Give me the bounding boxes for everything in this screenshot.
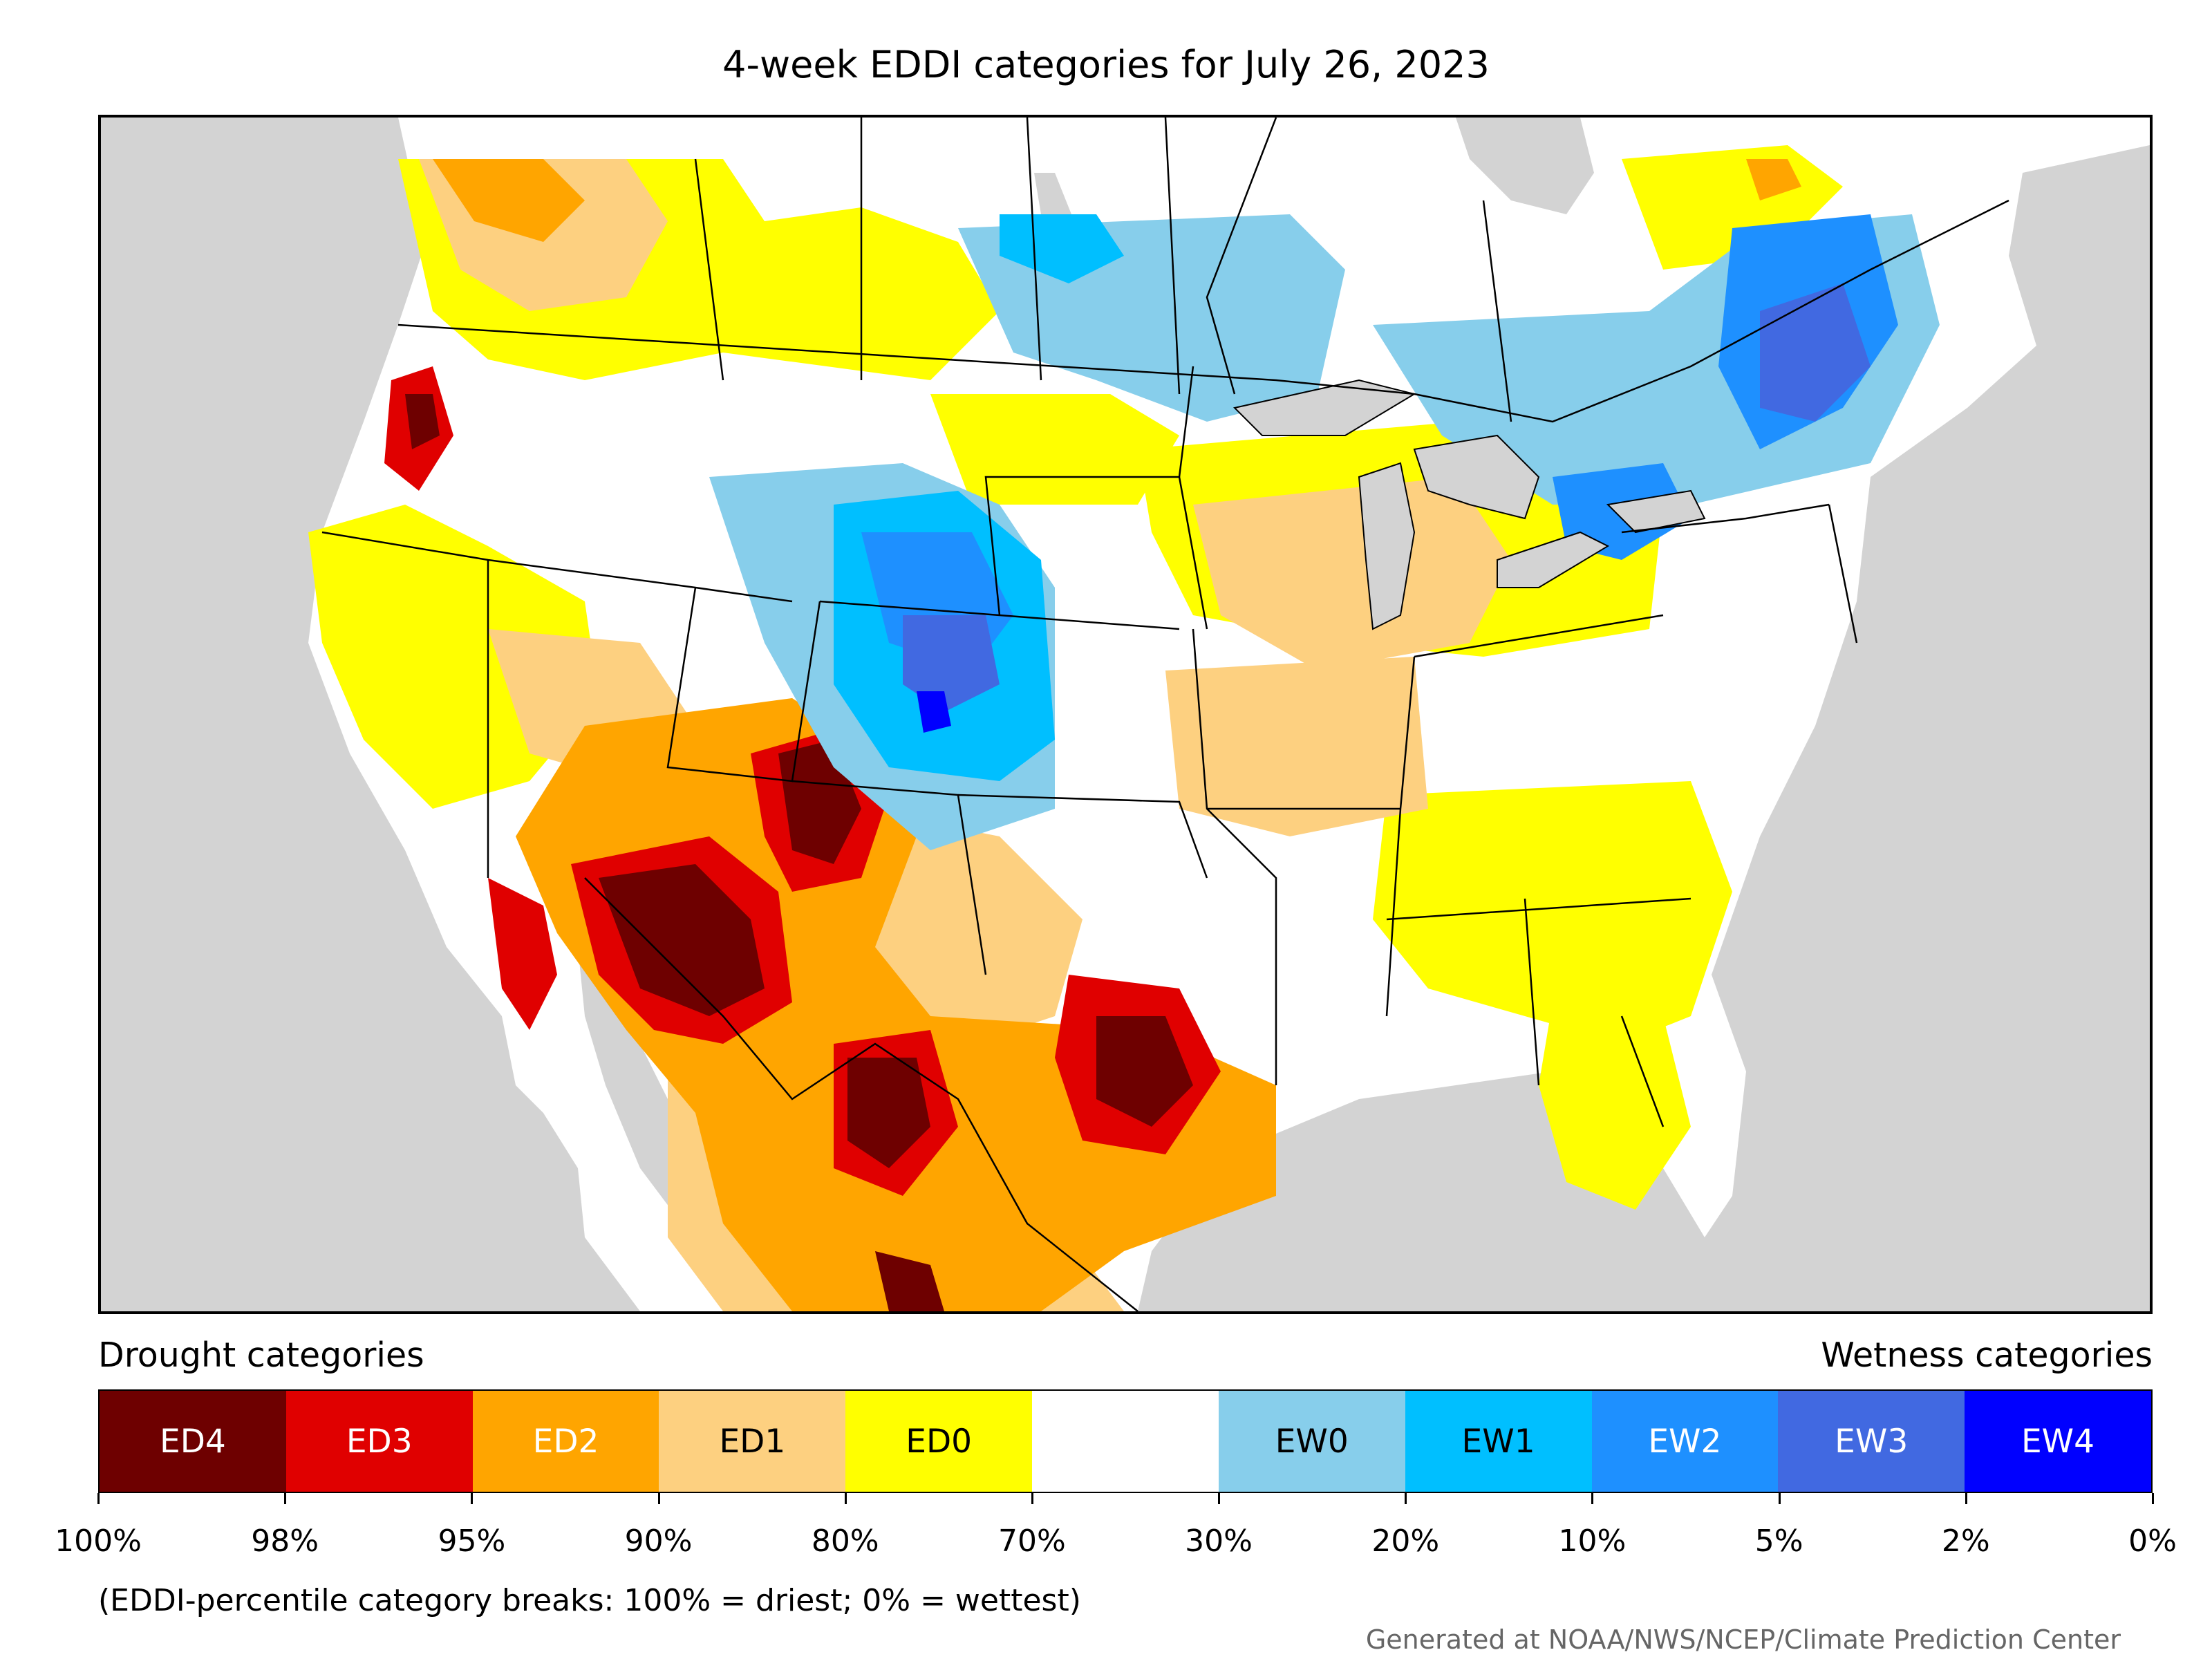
tick-mark bbox=[1591, 1493, 1594, 1504]
category-ew2: EW2 bbox=[1591, 1391, 1779, 1492]
tick-label: 5% bbox=[1754, 1524, 1803, 1559]
hudson-bay bbox=[1456, 118, 1594, 214]
tick-label: 30% bbox=[1185, 1524, 1253, 1559]
tick-mark bbox=[657, 1493, 660, 1504]
tick-mark bbox=[2152, 1493, 2154, 1504]
map-svg bbox=[308, 118, 2150, 1311]
tick-label: 2% bbox=[1941, 1524, 1990, 1559]
tick-label: 100% bbox=[55, 1524, 142, 1559]
tick-label: 98% bbox=[251, 1524, 319, 1559]
category-colorbar: ED4 ED3 ED2 ED1 ED0 EW0 EW1 EW2 EW3 EW4 bbox=[98, 1389, 2153, 1493]
tick-label: 95% bbox=[438, 1524, 506, 1559]
map-title: 4-week EDDI categories for July 26, 2023 bbox=[722, 43, 1490, 86]
credit-text: Generated at NOAA/NWS/NCEP/Climate Predi… bbox=[1365, 1624, 2121, 1655]
ew4-regions bbox=[917, 691, 951, 733]
tick-label: 20% bbox=[1371, 1524, 1440, 1559]
category-ed0: ED0 bbox=[845, 1391, 1033, 1492]
category-ew1: EW1 bbox=[1405, 1391, 1592, 1492]
category-ed4: ED4 bbox=[100, 1391, 286, 1492]
eddi-map bbox=[98, 115, 2153, 1314]
category-ew0: EW0 bbox=[1218, 1391, 1405, 1492]
tick-mark bbox=[1218, 1493, 1221, 1504]
category-ew3: EW3 bbox=[1778, 1391, 1965, 1492]
category-ew4: EW4 bbox=[1965, 1391, 2151, 1492]
tick-mark bbox=[1031, 1493, 1033, 1504]
category-ed2: ED2 bbox=[472, 1391, 659, 1492]
tick-mark bbox=[284, 1493, 287, 1504]
tick-mark bbox=[471, 1493, 474, 1504]
ed4-regions bbox=[405, 394, 1193, 1311]
tick-label: 90% bbox=[624, 1524, 693, 1559]
ew3-regions bbox=[903, 283, 1871, 712]
tick-mark bbox=[97, 1493, 100, 1504]
category-ed1: ED1 bbox=[659, 1391, 846, 1492]
tick-mark bbox=[844, 1493, 847, 1504]
percentile-note: (EDDI-percentile category breaks: 100% =… bbox=[98, 1583, 1081, 1618]
great-lakes bbox=[1233, 379, 1706, 630]
tick-label: 0% bbox=[2128, 1524, 2177, 1559]
gulf-of-california bbox=[578, 947, 695, 1224]
tick-label: 80% bbox=[811, 1524, 879, 1559]
tick-mark bbox=[1405, 1493, 1407, 1504]
tick-label: 10% bbox=[1558, 1524, 1627, 1559]
percentile-ticks: 100% 98% 95% 90% 80% 70% 30% 20% 10% 5% 2% 0% bbox=[55, 1493, 2177, 1562]
tick-mark bbox=[1778, 1493, 1781, 1504]
drought-categories-label: Drought categories bbox=[98, 1335, 424, 1375]
tick-label: 70% bbox=[998, 1524, 1066, 1559]
tick-mark bbox=[1965, 1493, 1967, 1504]
category-normal bbox=[1032, 1391, 1219, 1492]
political-borders bbox=[321, 118, 2009, 1311]
wetness-categories-label: Wetness categories bbox=[1821, 1335, 2153, 1375]
category-ed3: ED3 bbox=[285, 1391, 473, 1492]
